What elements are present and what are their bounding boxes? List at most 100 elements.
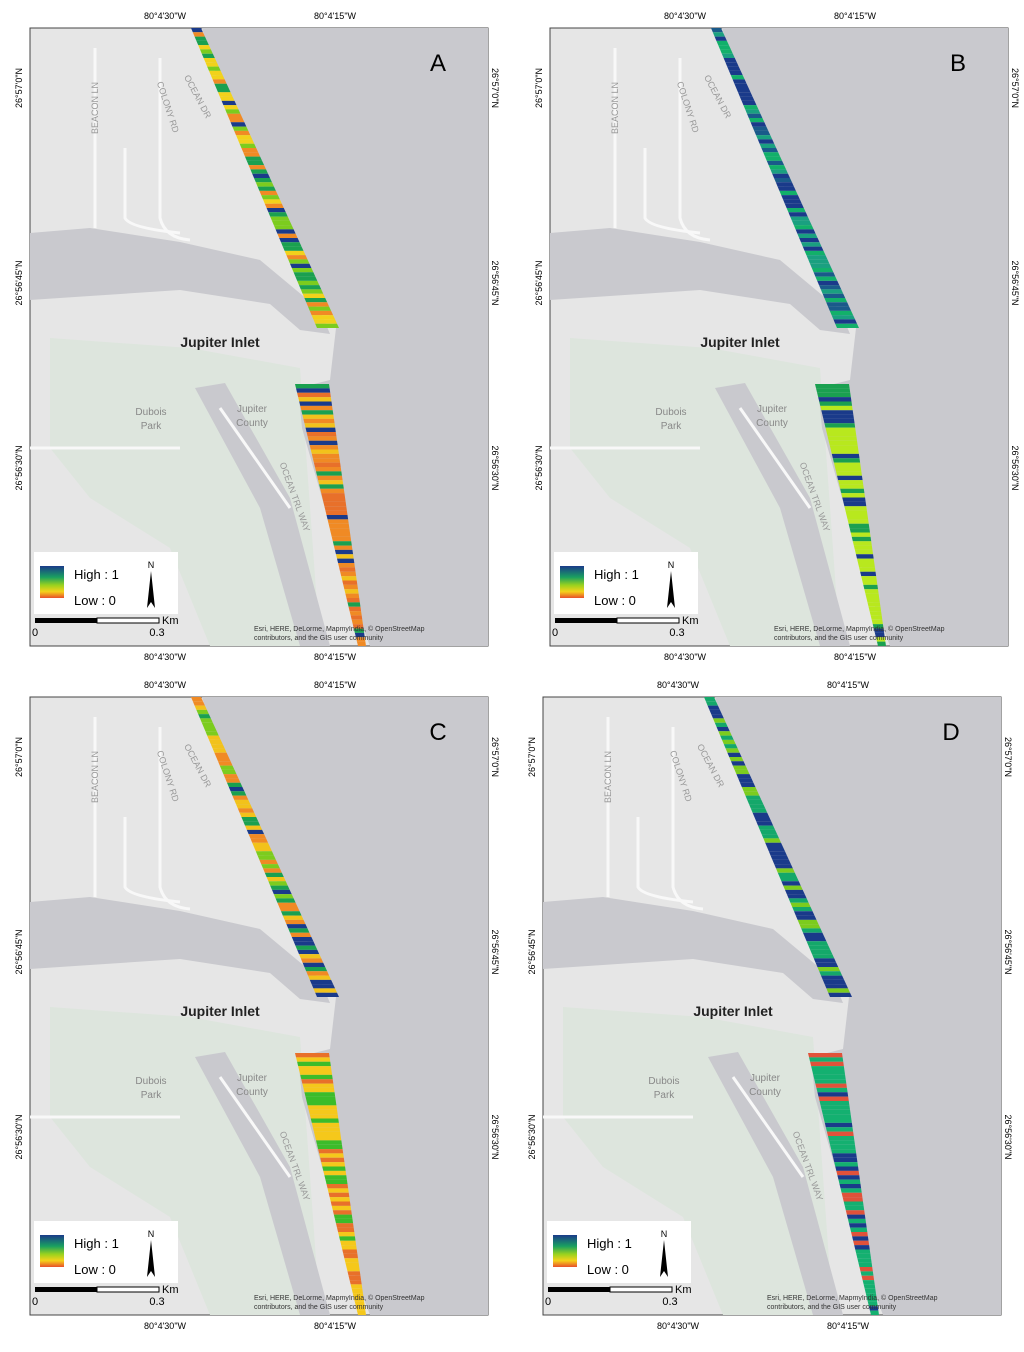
panel-letter: D bbox=[942, 719, 959, 746]
beach-cell bbox=[754, 817, 772, 822]
beach-cell bbox=[721, 53, 735, 58]
beach-cell bbox=[756, 821, 774, 826]
beach-cell bbox=[786, 894, 807, 899]
scale-label: 0 bbox=[552, 627, 558, 639]
beach-cell bbox=[219, 765, 235, 770]
beach-cell bbox=[766, 160, 785, 166]
beach-cell bbox=[869, 611, 882, 616]
beach-cell bbox=[314, 466, 342, 472]
beach-cell bbox=[835, 323, 859, 328]
beach-cell bbox=[875, 637, 886, 642]
beach-cell bbox=[768, 165, 787, 170]
longitude-label: 80°4'15"W bbox=[834, 652, 877, 662]
beach-cell bbox=[344, 589, 359, 594]
beach-cell bbox=[738, 778, 754, 783]
beach-cell bbox=[781, 881, 801, 886]
beach-cell bbox=[225, 778, 241, 783]
beach-cell bbox=[322, 1166, 346, 1171]
longitude-label: 80°4'30"W bbox=[144, 1321, 187, 1331]
beach-cell bbox=[837, 475, 863, 481]
beach-cell bbox=[707, 705, 720, 710]
beach-cell bbox=[873, 628, 885, 633]
beach-cell bbox=[257, 186, 276, 191]
beach-cell bbox=[328, 523, 350, 529]
beach-cell bbox=[732, 765, 748, 770]
beach-cell bbox=[194, 36, 207, 41]
beach-cell bbox=[353, 628, 365, 633]
latitude-label: 26°56'45"N bbox=[1010, 260, 1020, 305]
beach-cell bbox=[284, 919, 306, 925]
beach-cell bbox=[318, 480, 344, 485]
beach-cell bbox=[295, 276, 318, 281]
beach-cell bbox=[810, 1061, 844, 1067]
attribution: contributors, and the GIS user community bbox=[254, 635, 384, 642]
beach-cell bbox=[797, 919, 819, 925]
beach-cell bbox=[718, 45, 731, 50]
beach-cell bbox=[775, 182, 794, 187]
longitude-label: 80°4'30"W bbox=[664, 652, 707, 662]
beach-cell bbox=[306, 302, 330, 307]
place-label: Dubois bbox=[135, 407, 166, 418]
beach-cell bbox=[232, 795, 249, 800]
beach-cell bbox=[741, 787, 758, 792]
beach-cell bbox=[306, 971, 330, 976]
beach-cell bbox=[203, 727, 217, 732]
beach-cell bbox=[759, 143, 777, 148]
beach-cell bbox=[331, 1205, 352, 1211]
beach-cell bbox=[295, 1053, 330, 1058]
beach-cell bbox=[763, 152, 781, 157]
place-label: Jupiter Inlet bbox=[700, 334, 780, 350]
beach-cell bbox=[813, 958, 837, 963]
beach-cell bbox=[841, 1192, 863, 1198]
beach-cell bbox=[192, 32, 205, 37]
beach-cell bbox=[774, 178, 792, 183]
beach-cell bbox=[239, 812, 257, 817]
beach-cell bbox=[790, 216, 810, 221]
inlet-water bbox=[543, 897, 843, 1003]
ocean bbox=[722, 28, 1008, 646]
beach-cell bbox=[243, 821, 261, 826]
beach-cell bbox=[815, 276, 838, 281]
beach-cell bbox=[866, 597, 880, 603]
beach-cell bbox=[734, 769, 750, 775]
beach-cell bbox=[309, 445, 339, 450]
road bbox=[636, 817, 694, 904]
beach-cell bbox=[326, 515, 349, 520]
beach-cell bbox=[752, 812, 770, 817]
map-panel: C Jupiter Inlet Dubois Park Jupiter County BEA… bbox=[14, 680, 500, 1331]
beach-cell bbox=[250, 838, 269, 843]
beach-cell bbox=[772, 173, 790, 178]
beach-cell bbox=[343, 584, 358, 590]
beach-cell bbox=[191, 28, 203, 33]
beach-cell bbox=[843, 1201, 864, 1206]
beach-cell bbox=[223, 774, 239, 779]
beach-cell bbox=[350, 1284, 363, 1289]
beach-cell bbox=[874, 632, 885, 638]
beach-cell bbox=[196, 709, 209, 715]
beach-cell bbox=[241, 148, 259, 153]
beach-cell bbox=[345, 1262, 360, 1267]
ocean bbox=[202, 697, 488, 1315]
beach-cell bbox=[239, 143, 257, 148]
beach-cell bbox=[818, 397, 852, 402]
beach-cell bbox=[308, 975, 332, 980]
beach-cell bbox=[720, 735, 734, 740]
beach-cell bbox=[783, 199, 802, 204]
beach-cell bbox=[750, 122, 767, 127]
latitude-label: 26°56'45"N bbox=[14, 260, 24, 305]
beach-cell bbox=[865, 1293, 877, 1298]
beach-cell bbox=[803, 932, 825, 937]
park-area bbox=[50, 1007, 320, 1315]
beach-cell bbox=[333, 545, 353, 550]
place-label: Jupiter bbox=[237, 404, 268, 415]
beach-cell bbox=[804, 250, 826, 256]
beach-cell bbox=[824, 298, 848, 303]
beach-cell bbox=[275, 229, 296, 234]
beach-cell bbox=[854, 549, 874, 555]
beach-cell bbox=[273, 894, 294, 899]
scale-bar bbox=[96, 1286, 160, 1293]
beach-cell bbox=[352, 624, 364, 629]
scale-label: 0.3 bbox=[149, 627, 164, 639]
beach-cell bbox=[844, 1205, 865, 1211]
beach-cell bbox=[209, 70, 223, 76]
